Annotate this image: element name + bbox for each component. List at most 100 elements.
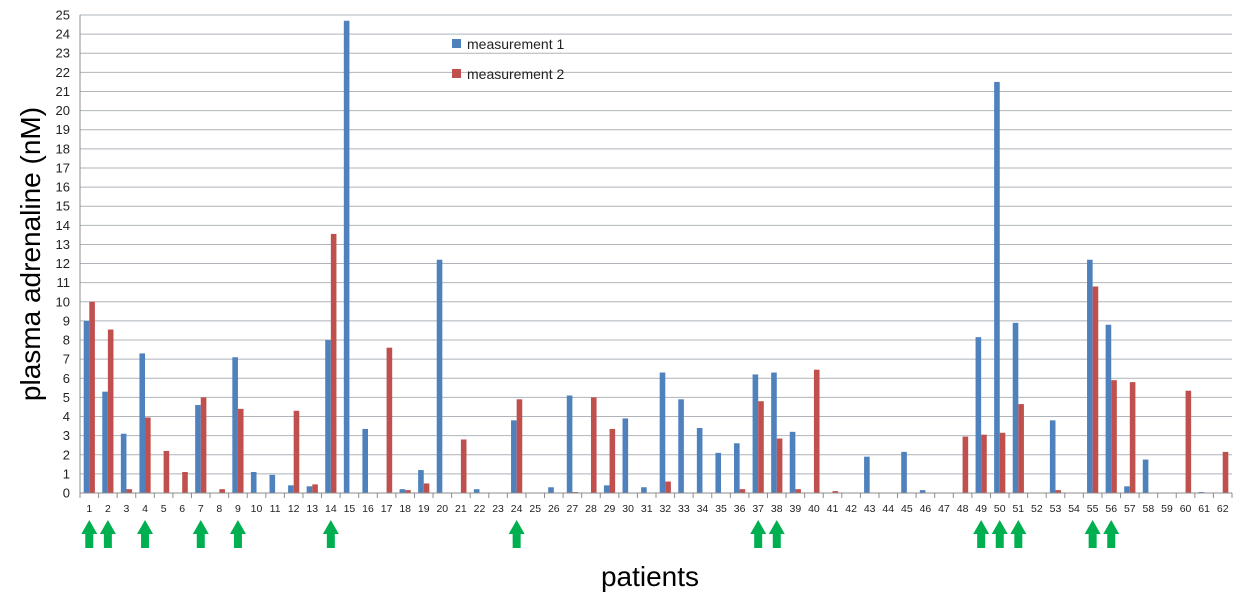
y-tick-label: 20 xyxy=(56,103,70,118)
x-tick-label: 3 xyxy=(124,503,130,515)
y-tick-label: 13 xyxy=(56,237,70,252)
bar-measurement-1-patient-39 xyxy=(789,431,796,493)
x-tick-label: 30 xyxy=(622,503,634,515)
y-tick-label: 21 xyxy=(56,84,70,99)
bar-measurement-1-patient-13 xyxy=(306,486,313,493)
x-tick-label: 21 xyxy=(455,503,467,515)
bar-measurement-2-patient-9 xyxy=(237,408,244,493)
bar-measurement-2-patient-56 xyxy=(1111,380,1117,493)
legend: measurement 1 measurement 2 xyxy=(452,36,564,82)
x-tick-label: 14 xyxy=(325,503,337,515)
bar-measurement-1-patient-29 xyxy=(603,485,610,493)
bar-measurement-1-patient-49 xyxy=(975,337,982,493)
bar-measurement-2-patient-49 xyxy=(981,434,987,493)
x-tick-label: 5 xyxy=(161,503,167,515)
bar-measurement-2-patient-4 xyxy=(145,417,151,493)
arrow-icon xyxy=(1103,520,1120,548)
y-tick-label: 25 xyxy=(56,8,70,23)
bar-measurement-1-patient-37 xyxy=(752,374,759,493)
x-tick-label: 23 xyxy=(492,503,504,515)
y-tick-label: 2 xyxy=(63,447,70,462)
bar-measurement-2-patient-57 xyxy=(1129,382,1136,493)
arrow-icon xyxy=(508,520,525,548)
bar-measurement-2-patient-2 xyxy=(107,329,114,493)
bar-measurement-1-patient-3 xyxy=(120,433,127,493)
x-axis-title: patients xyxy=(601,561,699,592)
x-tick-label: 37 xyxy=(752,503,764,515)
arrow-icon xyxy=(81,520,98,548)
bar-measurement-1-patient-18 xyxy=(399,489,406,493)
bar-measurement-2-patient-38 xyxy=(776,438,783,493)
bar-measurement-2-patient-60 xyxy=(1185,390,1192,493)
x-tick-label: 17 xyxy=(381,503,393,515)
bar-measurement-2-patient-50 xyxy=(999,432,1006,493)
x-tick-label: 39 xyxy=(790,503,802,515)
bar-measurement-1-patient-4 xyxy=(139,353,146,493)
bar-measurement-2-patient-51 xyxy=(1018,404,1024,493)
bar-measurement-2-patient-13 xyxy=(312,484,318,493)
gridlines xyxy=(80,14,1232,494)
y-axis-title: plasma adrenaline (nM) xyxy=(15,107,46,401)
x-tick-label: 50 xyxy=(994,503,1006,515)
bar-measurement-2-patient-39 xyxy=(795,489,801,493)
bar-measurement-1-patient-14 xyxy=(325,340,331,493)
x-tick-label: 43 xyxy=(864,503,876,515)
bar-measurement-2-patient-48 xyxy=(962,436,969,493)
x-tick-label: 19 xyxy=(418,503,430,515)
x-tick-label: 33 xyxy=(678,503,690,515)
x-tick-label: 40 xyxy=(808,503,820,515)
arrow-icon xyxy=(322,520,339,548)
x-tick-label: 12 xyxy=(288,503,300,515)
x-tick-label: 16 xyxy=(362,503,374,515)
y-tick-label: 17 xyxy=(56,160,70,175)
y-tick-label: 7 xyxy=(63,352,70,367)
x-tick-label: 48 xyxy=(957,503,969,515)
y-tick-labels: 0123456789101112131415161718192021222324… xyxy=(56,8,70,501)
legend-swatch-measurement-1 xyxy=(452,39,461,48)
x-tick-label: 1 xyxy=(86,503,92,515)
x-tick-label: 55 xyxy=(1087,503,1099,515)
y-tick-label: 11 xyxy=(57,275,71,290)
bar-measurement-1-patient-22 xyxy=(473,489,480,493)
x-tick-label: 18 xyxy=(399,503,411,515)
bar-measurement-1-patient-34 xyxy=(696,427,703,493)
y-tick-label: 8 xyxy=(63,333,70,348)
bar-measurement-1-patient-12 xyxy=(288,485,294,493)
x-tick-label: 7 xyxy=(198,503,204,515)
bar-measurement-1-patient-53 xyxy=(1049,420,1056,493)
bar-measurement-1-patient-45 xyxy=(901,451,907,493)
x-tick-label: 41 xyxy=(827,503,839,515)
x-tick-label: 26 xyxy=(548,503,560,515)
y-tick-label: 23 xyxy=(56,46,70,61)
arrow-icon xyxy=(99,520,116,548)
x-tick-label: 62 xyxy=(1217,503,1229,515)
arrow-icon xyxy=(973,520,990,548)
bar-measurement-1-patient-58 xyxy=(1142,459,1149,493)
bar-measurement-1-patient-15 xyxy=(343,20,350,494)
x-tick-label: 2 xyxy=(105,503,111,515)
bar-measurement-2-patient-5 xyxy=(163,450,170,493)
bar-measurement-2-patient-32 xyxy=(665,481,671,493)
bars xyxy=(83,20,1229,494)
arrow-icon xyxy=(192,520,209,548)
bar-measurement-1-patient-33 xyxy=(678,399,684,493)
x-tick-label: 20 xyxy=(436,503,448,515)
bar-measurement-1-patient-20 xyxy=(436,259,443,493)
bar-measurement-1-patient-9 xyxy=(232,357,238,493)
bar-measurement-1-patient-57 xyxy=(1124,486,1130,493)
bar-measurement-2-patient-41 xyxy=(832,491,839,493)
y-tick-label: 6 xyxy=(63,371,70,386)
bar-measurement-2-patient-36 xyxy=(739,489,746,493)
bar-measurement-1-patient-43 xyxy=(864,456,870,493)
x-tick-label: 49 xyxy=(975,503,987,515)
legend-label-measurement-1: measurement 1 xyxy=(467,36,564,52)
x-tick-label: 52 xyxy=(1031,503,1043,515)
y-tick-label: 24 xyxy=(56,27,70,42)
x-tick-label: 15 xyxy=(344,503,356,515)
bar-measurement-1-patient-38 xyxy=(771,372,777,493)
bar-measurement-1-patient-26 xyxy=(548,487,554,493)
y-tick-label: 4 xyxy=(63,409,70,424)
axes xyxy=(79,15,1233,498)
x-tick-label: 60 xyxy=(1180,503,1192,515)
bar-measurement-1-patient-2 xyxy=(102,391,108,493)
